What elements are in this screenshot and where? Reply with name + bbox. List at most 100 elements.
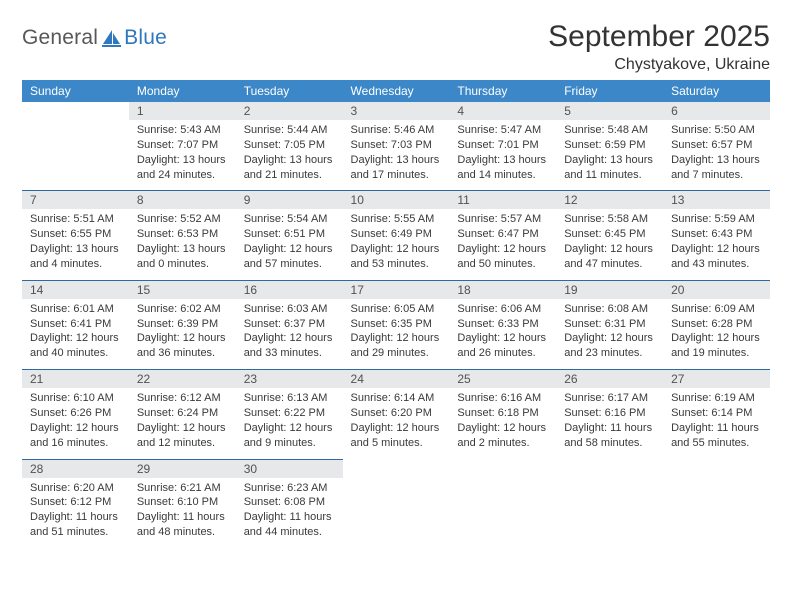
calendar-cell: 3Sunrise: 5:46 AMSunset: 7:03 PMDaylight…	[343, 102, 450, 190]
daylight-text: Daylight: 12 hours and 16 minutes.	[30, 421, 121, 451]
day-number: 13	[663, 190, 770, 209]
sunrise-text: Sunrise: 6:17 AM	[564, 391, 655, 406]
day-details: Sunrise: 6:01 AMSunset: 6:41 PMDaylight:…	[22, 299, 129, 369]
day-details: Sunrise: 6:23 AMSunset: 6:08 PMDaylight:…	[236, 478, 343, 548]
sunrise-text: Sunrise: 6:08 AM	[564, 302, 655, 317]
day-details: Sunrise: 5:58 AMSunset: 6:45 PMDaylight:…	[556, 209, 663, 279]
calendar-table: Sunday Monday Tuesday Wednesday Thursday…	[22, 80, 770, 548]
daylight-text: Daylight: 13 hours and 14 minutes.	[457, 153, 548, 183]
weekday-header-row: Sunday Monday Tuesday Wednesday Thursday…	[22, 80, 770, 102]
daylight-text: Daylight: 13 hours and 24 minutes.	[137, 153, 228, 183]
sunrise-text: Sunrise: 6:16 AM	[457, 391, 548, 406]
sunrise-text: Sunrise: 6:02 AM	[137, 302, 228, 317]
sunrise-text: Sunrise: 6:06 AM	[457, 302, 548, 317]
sunrise-text: Sunrise: 5:43 AM	[137, 123, 228, 138]
sunrise-text: Sunrise: 6:13 AM	[244, 391, 335, 406]
weekday-header: Wednesday	[343, 80, 450, 102]
daylight-text: Daylight: 13 hours and 21 minutes.	[244, 153, 335, 183]
sunset-text: Sunset: 6:41 PM	[30, 317, 121, 332]
sunset-text: Sunset: 6:31 PM	[564, 317, 655, 332]
sunset-text: Sunset: 6:59 PM	[564, 138, 655, 153]
day-details: Sunrise: 6:02 AMSunset: 6:39 PMDaylight:…	[129, 299, 236, 369]
sunrise-text: Sunrise: 6:14 AM	[351, 391, 442, 406]
day-number: 15	[129, 280, 236, 299]
day-details	[556, 464, 663, 537]
sunrise-text: Sunrise: 6:12 AM	[137, 391, 228, 406]
brand-part1: General	[22, 26, 98, 50]
calendar-cell: 9Sunrise: 5:54 AMSunset: 6:51 PMDaylight…	[236, 190, 343, 279]
sunrise-text: Sunrise: 5:46 AM	[351, 123, 442, 138]
day-details: Sunrise: 5:46 AMSunset: 7:03 PMDaylight:…	[343, 120, 450, 190]
sunset-text: Sunset: 6:26 PM	[30, 406, 121, 421]
sunset-text: Sunset: 6:37 PM	[244, 317, 335, 332]
day-number: 27	[663, 369, 770, 388]
day-number: 26	[556, 369, 663, 388]
daylight-text: Daylight: 12 hours and 12 minutes.	[137, 421, 228, 451]
day-details: Sunrise: 5:44 AMSunset: 7:05 PMDaylight:…	[236, 120, 343, 190]
day-number: 6	[663, 102, 770, 120]
sunrise-text: Sunrise: 6:01 AM	[30, 302, 121, 317]
day-details: Sunrise: 5:55 AMSunset: 6:49 PMDaylight:…	[343, 209, 450, 279]
sunrise-text: Sunrise: 6:23 AM	[244, 481, 335, 496]
sunrise-text: Sunrise: 5:54 AM	[244, 212, 335, 227]
day-details: Sunrise: 6:09 AMSunset: 6:28 PMDaylight:…	[663, 299, 770, 369]
day-number: 9	[236, 190, 343, 209]
day-number: 12	[556, 190, 663, 209]
day-details: Sunrise: 6:17 AMSunset: 6:16 PMDaylight:…	[556, 388, 663, 458]
calendar-cell: 28Sunrise: 6:20 AMSunset: 6:12 PMDayligh…	[22, 459, 129, 548]
sunrise-text: Sunrise: 5:57 AM	[457, 212, 548, 227]
brand-logo: General Blue	[22, 20, 167, 50]
calendar-cell: 5Sunrise: 5:48 AMSunset: 6:59 PMDaylight…	[556, 102, 663, 190]
calendar-cell: 6Sunrise: 5:50 AMSunset: 6:57 PMDaylight…	[663, 102, 770, 190]
day-details: Sunrise: 6:08 AMSunset: 6:31 PMDaylight:…	[556, 299, 663, 369]
calendar-cell: 4Sunrise: 5:47 AMSunset: 7:01 PMDaylight…	[449, 102, 556, 190]
day-number: 21	[22, 369, 129, 388]
day-number: 29	[129, 459, 236, 478]
sunrise-text: Sunrise: 6:10 AM	[30, 391, 121, 406]
daylight-text: Daylight: 12 hours and 47 minutes.	[564, 242, 655, 272]
daylight-text: Daylight: 13 hours and 4 minutes.	[30, 242, 121, 272]
day-number: 16	[236, 280, 343, 299]
month-title: September 2025	[548, 20, 770, 54]
day-details: Sunrise: 5:54 AMSunset: 6:51 PMDaylight:…	[236, 209, 343, 279]
sail-icon	[100, 28, 122, 48]
daylight-text: Daylight: 12 hours and 29 minutes.	[351, 331, 442, 361]
sunset-text: Sunset: 6:10 PM	[137, 495, 228, 510]
sunset-text: Sunset: 6:33 PM	[457, 317, 548, 332]
calendar-cell: 1Sunrise: 5:43 AMSunset: 7:07 PMDaylight…	[129, 102, 236, 190]
daylight-text: Daylight: 12 hours and 43 minutes.	[671, 242, 762, 272]
calendar-cell: 10Sunrise: 5:55 AMSunset: 6:49 PMDayligh…	[343, 190, 450, 279]
calendar-cell	[663, 459, 770, 548]
calendar-cell: 11Sunrise: 5:57 AMSunset: 6:47 PMDayligh…	[449, 190, 556, 279]
day-details: Sunrise: 5:47 AMSunset: 7:01 PMDaylight:…	[449, 120, 556, 190]
calendar-cell: 17Sunrise: 6:05 AMSunset: 6:35 PMDayligh…	[343, 280, 450, 369]
calendar-cell: 26Sunrise: 6:17 AMSunset: 6:16 PMDayligh…	[556, 369, 663, 458]
daylight-text: Daylight: 11 hours and 48 minutes.	[137, 510, 228, 540]
day-number: 22	[129, 369, 236, 388]
daylight-text: Daylight: 13 hours and 7 minutes.	[671, 153, 762, 183]
daylight-text: Daylight: 12 hours and 50 minutes.	[457, 242, 548, 272]
day-details: Sunrise: 6:03 AMSunset: 6:37 PMDaylight:…	[236, 299, 343, 369]
sunset-text: Sunset: 6:14 PM	[671, 406, 762, 421]
day-number: 20	[663, 280, 770, 299]
day-details	[343, 464, 450, 537]
calendar-cell: 21 Sunrise: 6:10 AMSunset: 6:26 PMDayligh…	[22, 369, 129, 458]
day-number: 4	[449, 102, 556, 120]
calendar-week-row: 28Sunrise: 6:20 AMSunset: 6:12 PMDayligh…	[22, 459, 770, 548]
day-details	[663, 464, 770, 537]
day-number: 11	[449, 190, 556, 209]
day-details: Sunrise: 5:50 AMSunset: 6:57 PMDaylight:…	[663, 120, 770, 190]
sunrise-text: Sunrise: 6:21 AM	[137, 481, 228, 496]
day-number: 30	[236, 459, 343, 478]
calendar-cell	[556, 459, 663, 548]
daylight-text: Daylight: 12 hours and 33 minutes.	[244, 331, 335, 361]
sunrise-text: Sunrise: 5:47 AM	[457, 123, 548, 138]
day-number: 5	[556, 102, 663, 120]
day-number: 10	[343, 190, 450, 209]
calendar-cell	[22, 102, 129, 190]
sunset-text: Sunset: 6:45 PM	[564, 227, 655, 242]
day-details: Sunrise: 6:21 AMSunset: 6:10 PMDaylight:…	[129, 478, 236, 548]
daylight-text: Daylight: 12 hours and 57 minutes.	[244, 242, 335, 272]
sunset-text: Sunset: 6:39 PM	[137, 317, 228, 332]
day-number: 18	[449, 280, 556, 299]
